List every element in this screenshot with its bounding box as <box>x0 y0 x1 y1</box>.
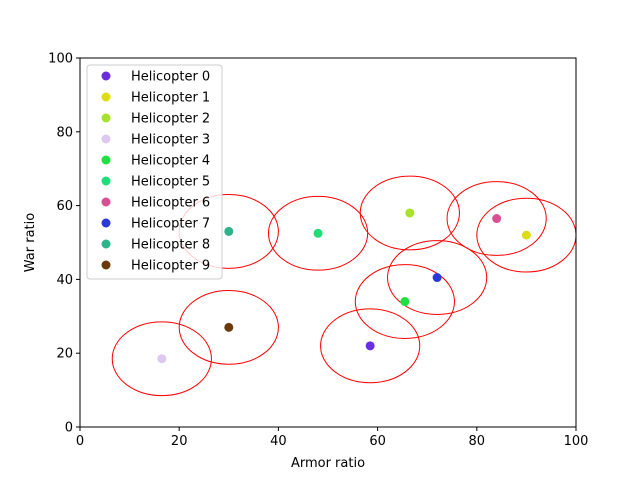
legend-marker <box>101 239 111 249</box>
radius-circle-9 <box>178 289 279 365</box>
legend-marker <box>101 176 111 186</box>
legend-item: Helicopter 0 <box>101 70 210 85</box>
legend-label: Helicopter 2 <box>131 112 210 127</box>
legend-marker <box>101 92 111 102</box>
legend-label: Helicopter 1 <box>131 91 210 106</box>
x-axis-label: Armor ratio <box>291 456 365 471</box>
legend-item: Helicopter 9 <box>101 259 210 274</box>
y-tick-label: 80 <box>56 125 73 140</box>
legend-label: Helicopter 9 <box>131 259 210 274</box>
legend-label: Helicopter 5 <box>131 175 210 190</box>
legend-item: Helicopter 8 <box>101 238 210 253</box>
x-tick-label: 60 <box>369 434 386 449</box>
data-points <box>157 208 531 364</box>
legend-marker <box>101 113 111 123</box>
legend-marker <box>101 218 111 228</box>
legend-label: Helicopter 3 <box>131 133 210 148</box>
legend-marker <box>101 134 111 144</box>
legend-marker <box>101 260 111 270</box>
point-helicopter-7 <box>432 273 442 283</box>
legend-box <box>86 64 223 280</box>
point-helicopter-2 <box>405 208 415 218</box>
y-tick-label: 100 <box>48 52 73 67</box>
legend-item: Helicopter 6 <box>101 196 210 211</box>
y-tick-label: 60 <box>56 199 73 214</box>
legend-label: Helicopter 7 <box>131 217 210 232</box>
legend: Helicopter 0 Helicopter 1 Helicopter 2 Heli… <box>86 64 223 280</box>
legend-item: Helicopter 3 <box>101 133 210 148</box>
y-axis-label: War ratio <box>23 213 38 272</box>
radius-circle-6 <box>446 181 547 256</box>
legend-label: Helicopter 0 <box>131 70 210 85</box>
y-axis-ticks: 0 20 40 60 80 100 <box>48 52 80 436</box>
x-axis-ticks: 0 20 40 60 80 100 <box>76 427 589 449</box>
point-helicopter-3 <box>157 354 167 364</box>
x-tick-label: 20 <box>171 434 188 449</box>
y-tick-label: 0 <box>65 421 73 436</box>
radius-circle-5 <box>267 195 369 271</box>
legend-label: Helicopter 4 <box>131 154 210 169</box>
point-helicopter-9 <box>224 322 234 332</box>
legend-item: Helicopter 5 <box>101 175 210 190</box>
y-tick-label: 40 <box>56 273 73 288</box>
y-tick-label: 20 <box>56 347 73 362</box>
legend-marker <box>101 71 111 81</box>
radius-circle-3 <box>111 321 212 397</box>
radius-circle-4 <box>354 264 455 339</box>
legend-item: Helicopter 7 <box>101 217 210 232</box>
point-helicopter-4 <box>400 297 410 307</box>
legend-marker <box>101 155 111 165</box>
legend-item: Helicopter 1 <box>101 91 210 106</box>
legend-marker <box>101 197 111 207</box>
radius-circle-7 <box>387 240 488 315</box>
plot-frame <box>79 57 577 428</box>
legend-item: Helicopter 2 <box>101 112 210 127</box>
point-helicopter-6 <box>492 214 502 224</box>
x-tick-label: 0 <box>76 434 84 449</box>
point-helicopter-1 <box>521 230 531 240</box>
legend-label: Helicopter 6 <box>131 196 210 211</box>
x-tick-label: 100 <box>564 434 589 449</box>
point-helicopter-8 <box>224 226 234 236</box>
x-tick-label: 40 <box>270 434 287 449</box>
radius-circles <box>111 175 577 397</box>
point-helicopter-0 <box>365 341 375 351</box>
legend-item: Helicopter 4 <box>101 154 210 169</box>
radius-circle-0 <box>320 308 421 384</box>
point-helicopter-5 <box>313 228 323 238</box>
legend-label: Helicopter 8 <box>131 238 210 253</box>
x-tick-label: 80 <box>469 434 486 449</box>
